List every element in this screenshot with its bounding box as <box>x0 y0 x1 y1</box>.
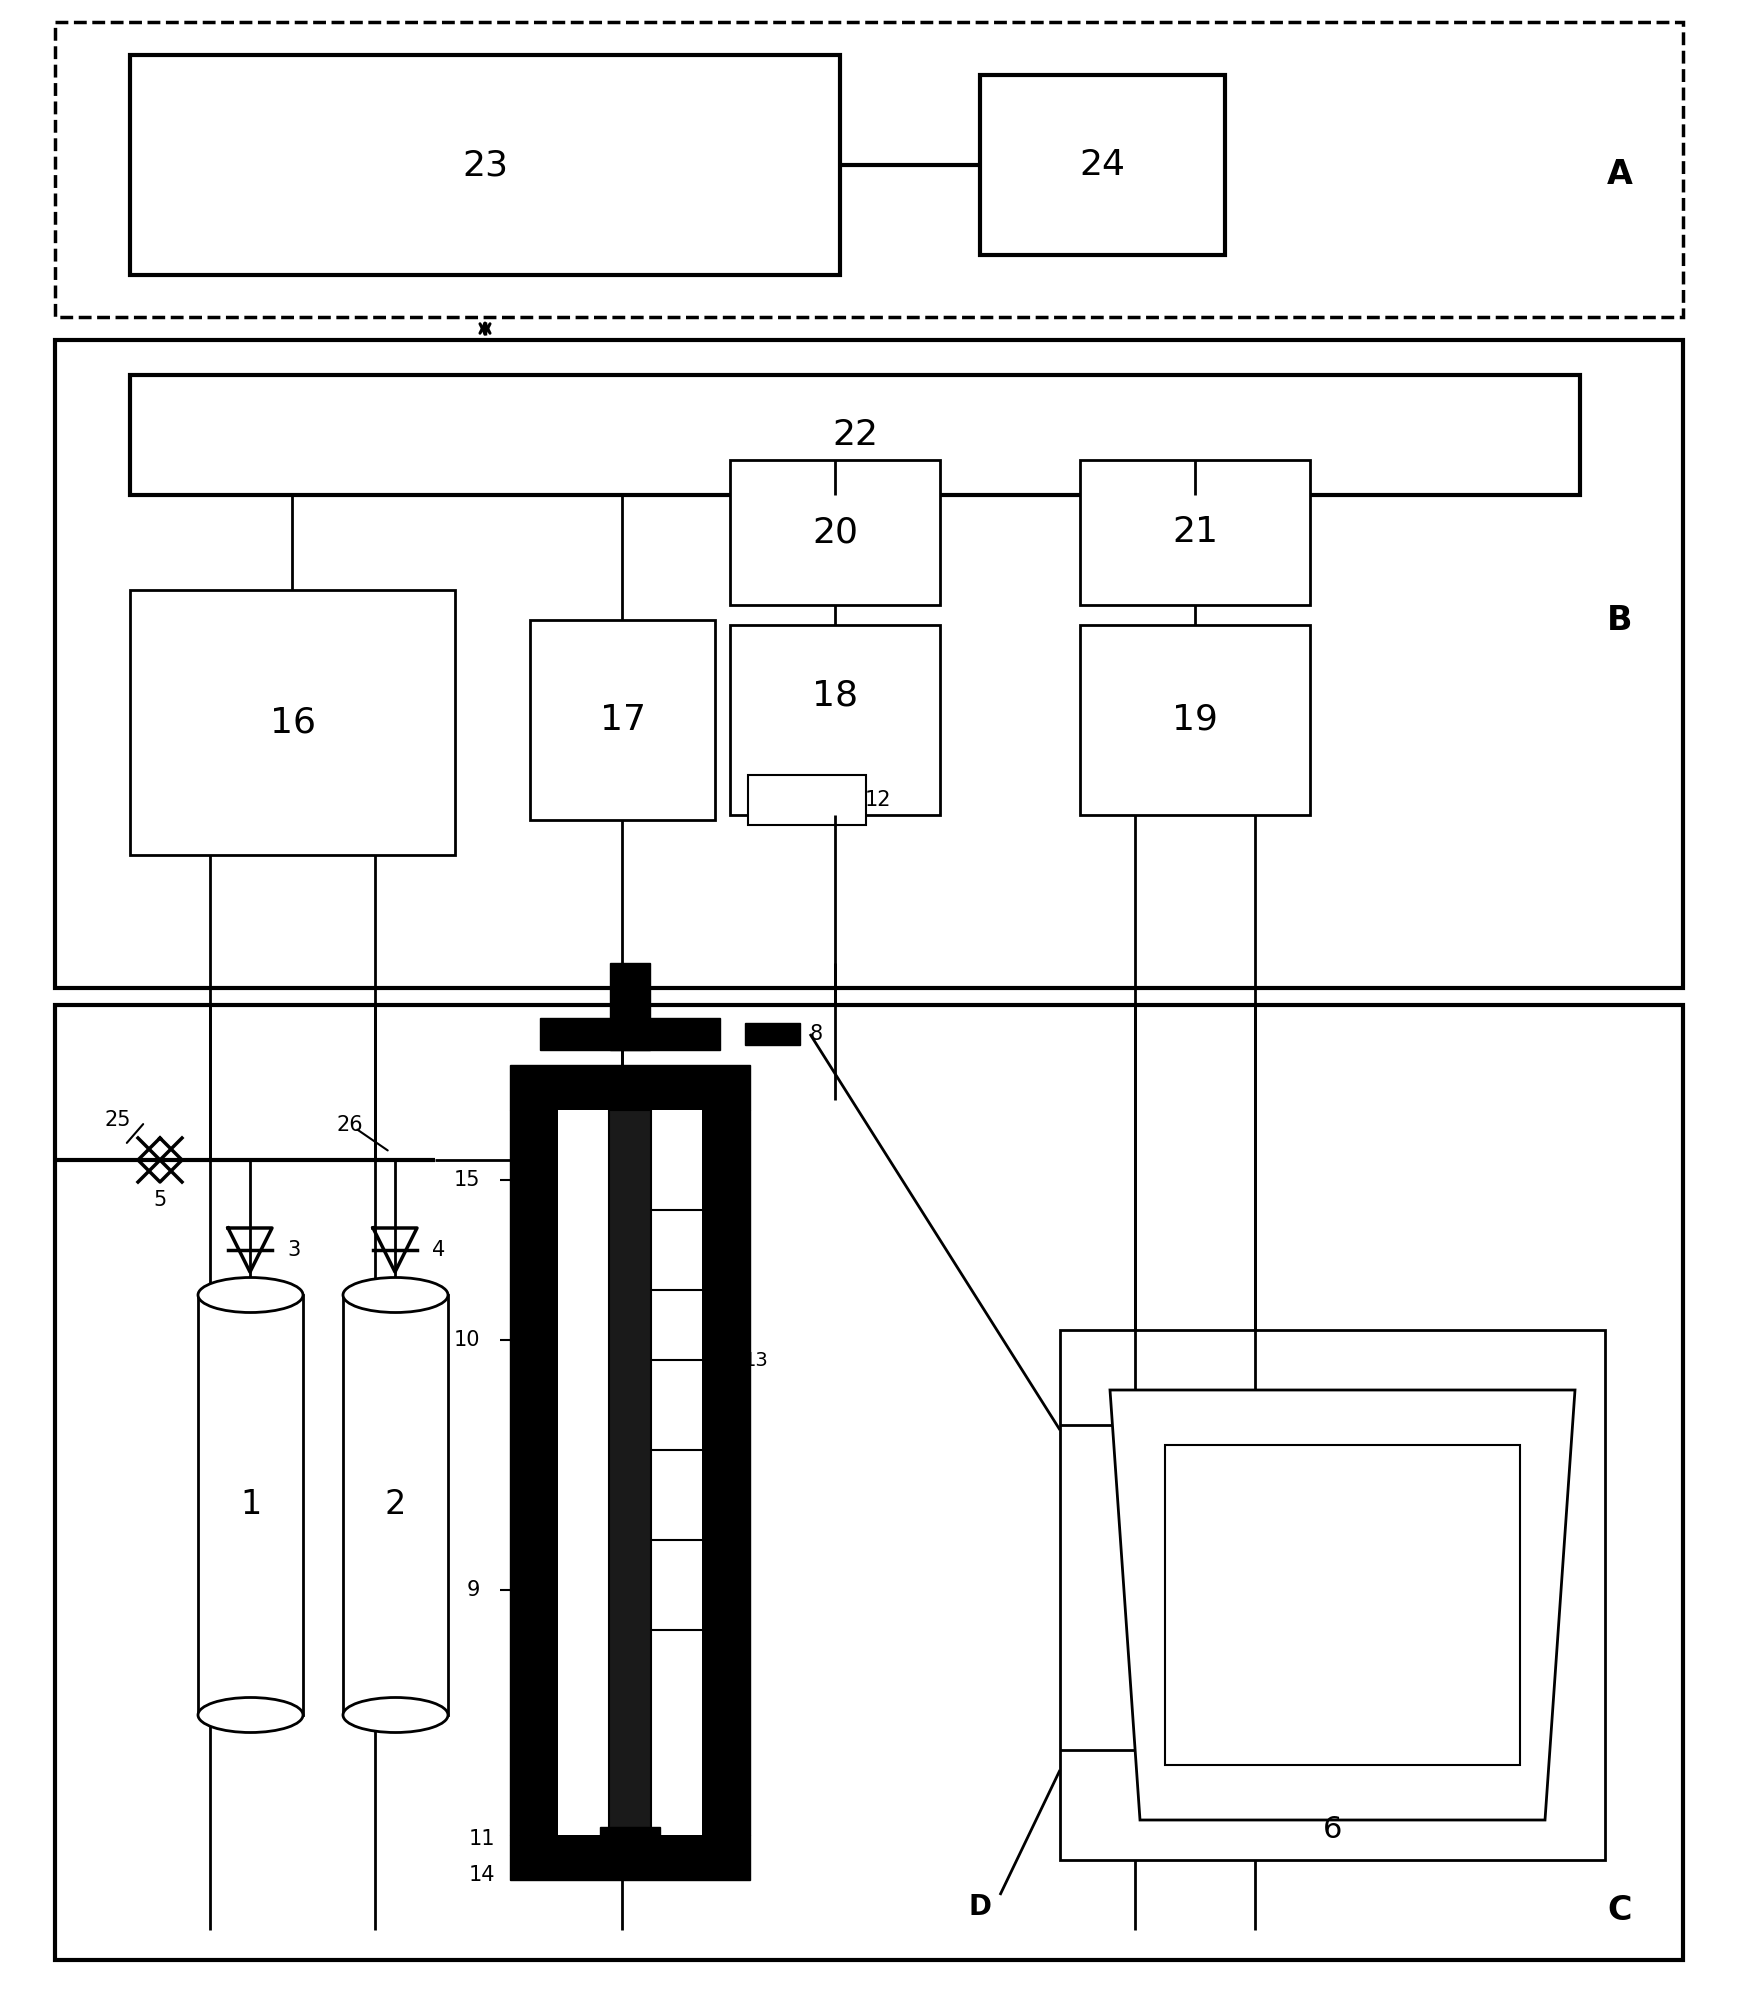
Bar <box>608 1111 652 1836</box>
Bar <box>746 1023 799 1045</box>
Text: B: B <box>1608 603 1632 637</box>
Text: 16: 16 <box>269 705 316 739</box>
Bar <box>56 22 1682 317</box>
Bar <box>610 964 650 1049</box>
Bar <box>130 56 839 275</box>
Text: 11: 11 <box>469 1830 495 1850</box>
Text: 17: 17 <box>600 703 645 737</box>
Text: 19: 19 <box>1171 703 1218 737</box>
Text: D: D <box>968 1893 991 1921</box>
Text: 12: 12 <box>866 790 892 810</box>
Text: 20: 20 <box>812 516 859 550</box>
Text: a1: a1 <box>711 1201 733 1220</box>
Bar <box>509 1111 558 1836</box>
Bar <box>434 1049 999 1925</box>
Bar <box>509 1836 751 1880</box>
Text: 15: 15 <box>454 1171 480 1191</box>
Bar <box>558 1111 702 1836</box>
Text: a3: a3 <box>711 1350 733 1370</box>
Bar <box>1079 460 1310 605</box>
Bar <box>702 1111 751 1836</box>
Ellipse shape <box>342 1278 448 1312</box>
Text: 26: 26 <box>337 1115 363 1135</box>
Text: 23: 23 <box>462 147 507 181</box>
Text: 18: 18 <box>812 679 859 713</box>
Ellipse shape <box>342 1698 448 1732</box>
Bar <box>730 625 940 814</box>
Text: 8: 8 <box>810 1023 824 1043</box>
Bar <box>130 374 1580 496</box>
Bar <box>541 1017 720 1049</box>
Text: 10: 10 <box>454 1330 480 1350</box>
Text: C: C <box>1608 1893 1632 1927</box>
Text: 22: 22 <box>833 418 878 452</box>
Bar <box>1060 1330 1604 1860</box>
Bar <box>130 589 455 854</box>
Bar <box>530 619 714 820</box>
Bar <box>342 1294 448 1714</box>
Text: 25: 25 <box>104 1111 132 1131</box>
Text: 6: 6 <box>1323 1816 1342 1844</box>
Text: 7: 7 <box>678 1858 692 1878</box>
Bar <box>198 1294 302 1714</box>
Bar <box>600 1828 660 1852</box>
Text: 24: 24 <box>1079 147 1126 181</box>
Polygon shape <box>1111 1390 1575 1820</box>
Text: A: A <box>1608 159 1634 191</box>
Text: 21: 21 <box>1171 516 1218 550</box>
Text: 14: 14 <box>469 1866 495 1885</box>
Text: 4: 4 <box>433 1240 445 1260</box>
Ellipse shape <box>198 1698 302 1732</box>
Text: 3: 3 <box>287 1240 301 1260</box>
Text: 2: 2 <box>384 1489 407 1521</box>
Text: 1: 1 <box>240 1489 261 1521</box>
Bar <box>509 1065 751 1111</box>
Text: 13: 13 <box>744 1350 768 1370</box>
Bar <box>730 460 940 605</box>
Bar <box>980 76 1225 255</box>
Bar <box>747 774 866 824</box>
Text: a2: a2 <box>711 1280 733 1300</box>
Text: a5: a5 <box>711 1531 735 1549</box>
Text: 9: 9 <box>466 1581 480 1601</box>
Bar <box>1079 625 1310 814</box>
Text: 5: 5 <box>153 1191 167 1211</box>
Text: a4: a4 <box>711 1441 733 1459</box>
Text: a6: a6 <box>711 1621 733 1639</box>
Bar <box>56 340 1682 988</box>
Ellipse shape <box>198 1278 302 1312</box>
Bar <box>56 1005 1682 1959</box>
Bar <box>1164 1445 1521 1764</box>
